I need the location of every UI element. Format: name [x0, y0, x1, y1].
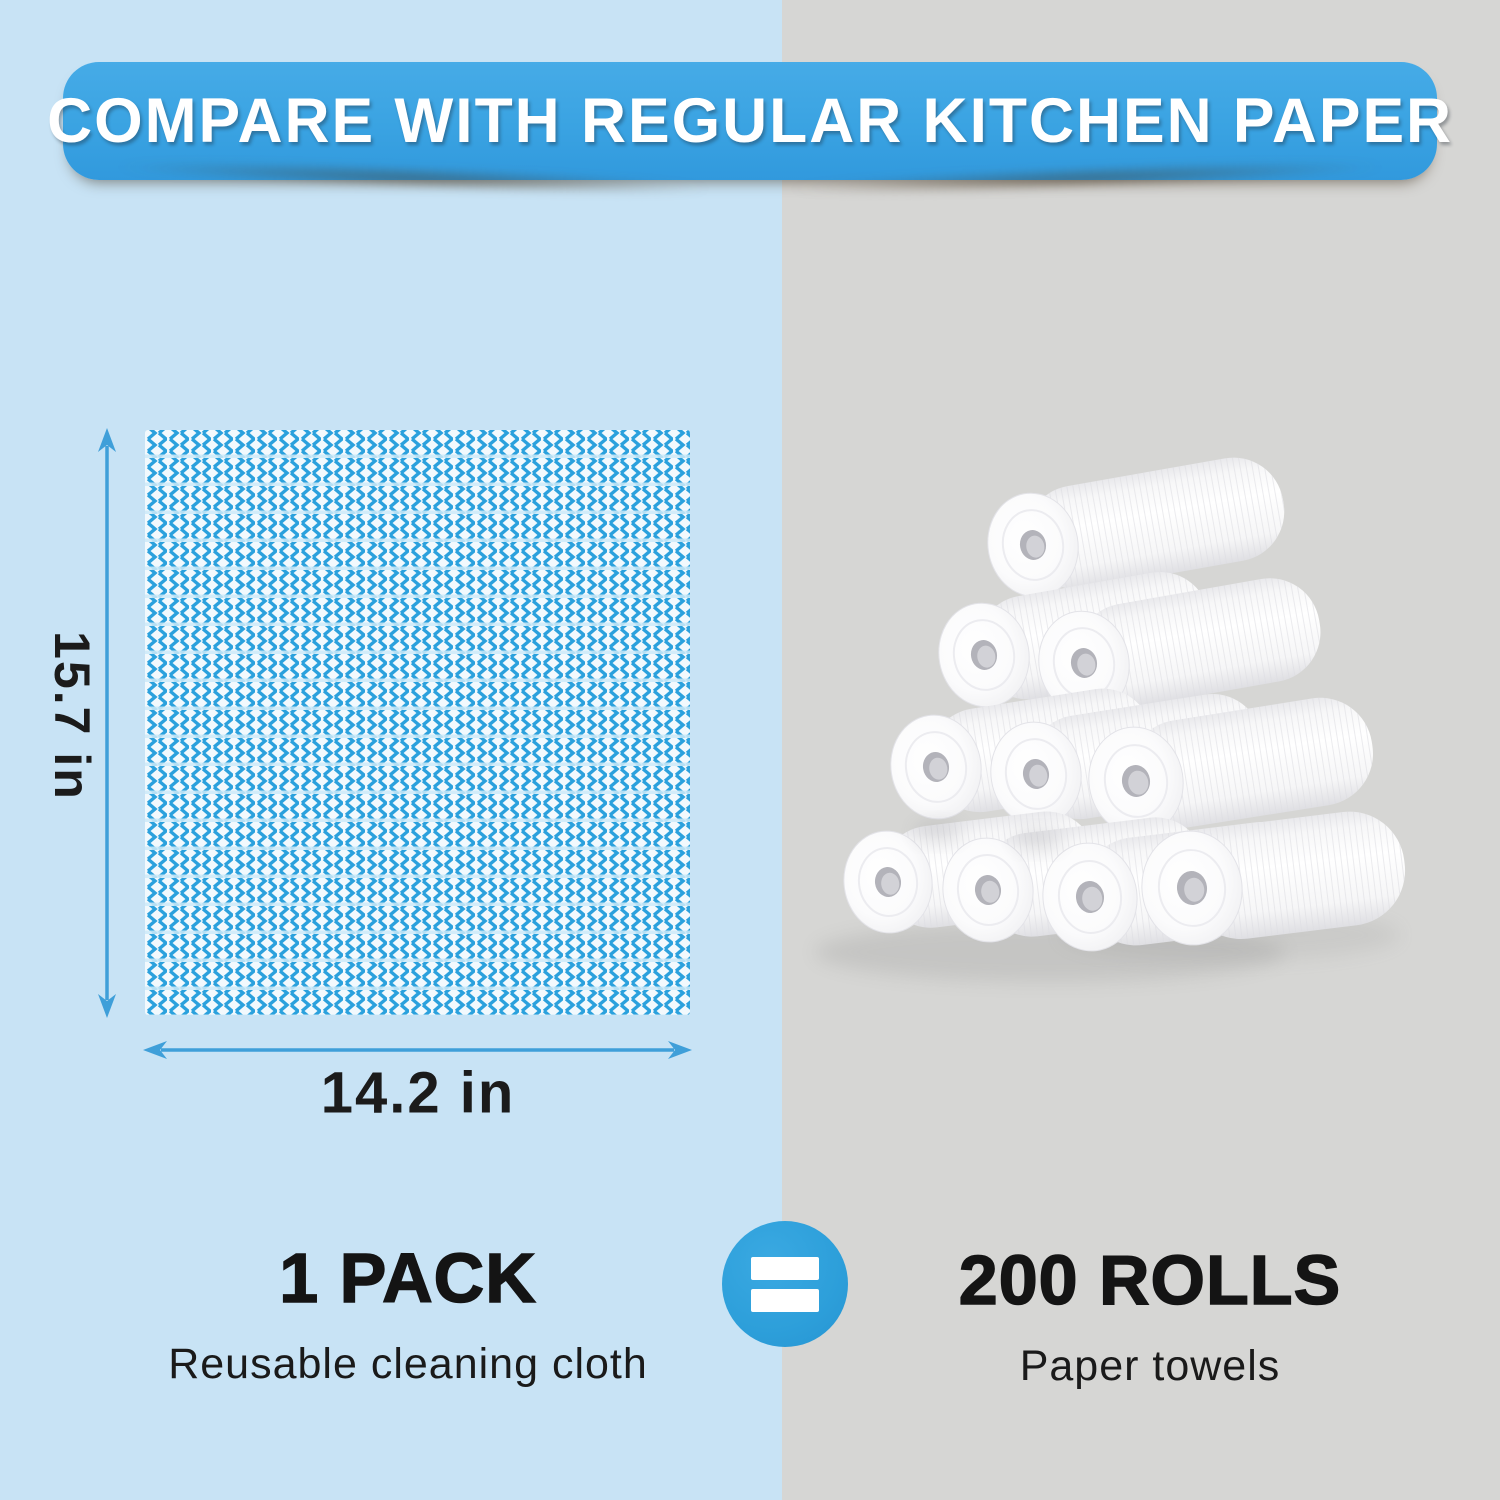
left-caption: 1 PACK Reusable cleaning cloth	[108, 1238, 708, 1389]
equals-bar-bottom	[751, 1288, 819, 1312]
arrowhead-down-icon	[98, 994, 116, 1018]
arrowhead-up-icon	[98, 428, 116, 452]
paper-roll	[1088, 697, 1374, 836]
arrowhead-left-icon	[143, 1041, 167, 1059]
roll-gap-shadow	[914, 822, 962, 842]
right-caption-title: 200 ROLLS	[958, 1240, 1342, 1320]
left-caption-title: 1 PACK	[278, 1238, 537, 1318]
height-dimension-arrow	[98, 428, 116, 1018]
header-banner: COMPARE WITH REGULAR KITCHEN PAPER	[47, 62, 1451, 180]
paper-roll	[1141, 811, 1406, 946]
paper-rolls-image	[815, 457, 1406, 982]
cloth-height-label: 15.7 in	[44, 631, 100, 801]
page-title: COMPARE WITH REGULAR KITCHEN PAPER	[47, 86, 1453, 156]
paper-roll	[1038, 578, 1321, 716]
equals-badge	[722, 1221, 848, 1347]
arrowhead-right-icon	[668, 1041, 692, 1059]
width-dimension-arrow	[143, 1041, 692, 1059]
right-caption-subtitle: Paper towels	[1019, 1342, 1281, 1390]
cloth-width-label: 14.2 in	[320, 1060, 516, 1126]
equals-bar-top	[751, 1256, 819, 1280]
right-caption: 200 ROLLS Paper towels	[850, 1240, 1450, 1391]
paper-roll	[987, 457, 1285, 598]
cleaning-cloth-image	[145, 430, 690, 1015]
left-caption-subtitle: Reusable cleaning cloth	[168, 1340, 648, 1388]
cloth-texture	[145, 430, 690, 1015]
roll-gap-shadow	[1014, 830, 1062, 850]
